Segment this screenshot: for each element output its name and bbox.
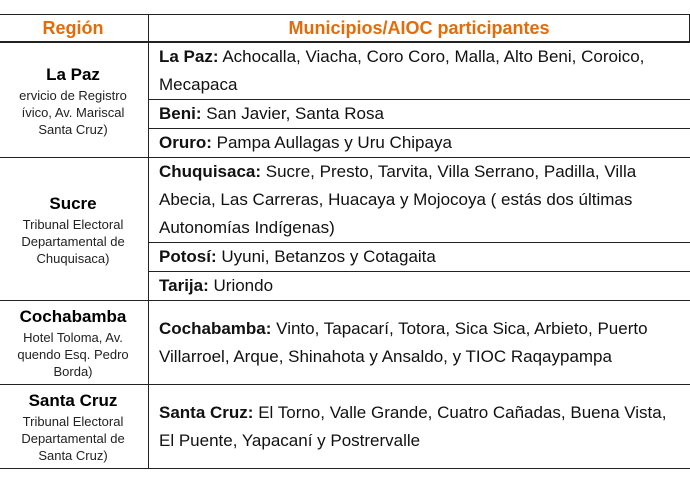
region-cell: Santa Cruz Tribunal Electoral Departamenta… [0, 384, 149, 469]
region-cell: Sucre Tribunal Electoral Departamental de C… [0, 157, 149, 301]
region-note: Borda) [53, 364, 93, 379]
department: Tarija: [159, 276, 209, 295]
table-row: La Paz ervicio de Registro ívico, Av. Mari… [0, 41, 690, 158]
region-cell: Cochabamba Hotel Toloma, Av. quendo Esq. P… [0, 300, 149, 385]
department: La Paz: [159, 47, 219, 66]
municipalities-cell: Chuquisaca: Sucre, Presto, Tarvita, Vill… [148, 157, 690, 243]
municipalities: Vinto, Tapacarí, Totora, Sica Sica, Arbi… [159, 318, 648, 366]
region-name: Sucre [49, 193, 97, 213]
municipalities: El Torno, Valle Grande, Cuatro Cañadas, … [159, 402, 667, 450]
department: Chuquisaca: [159, 162, 262, 181]
region-note: Santa Cruz) [38, 121, 108, 137]
department: Santa Cruz: [159, 402, 254, 422]
municipalities-cell: Tarija: Uriondo [148, 271, 690, 301]
municipalities: Sucre, Presto, Tarvita, Villa Serrano, P… [159, 162, 637, 237]
region-note: Tribunal Electoral [22, 216, 124, 232]
table-row: Santa Cruz Tribunal Electoral Departamenta… [0, 384, 690, 469]
region-note: Hotel Toloma, Av. [23, 330, 123, 345]
header-row: Región Municipios/AIOC participantes [0, 14, 690, 43]
region-note: Departamental de [21, 431, 125, 446]
region-note: ívico, Av. Mariscal [21, 104, 125, 120]
region-name: Santa Cruz [28, 391, 118, 410]
table-body: La Paz ervicio de Registro ívico, Av. Mari… [0, 41, 690, 469]
municipalities: Achocalla, Viacha, Coro Coro, Malla, Alt… [159, 47, 645, 94]
municipalities-cell: Oruro: Pampa Aullagas y Uru Chipaya [148, 128, 690, 158]
region-note: Tribunal Electoral [22, 414, 124, 429]
region-note: ervicio de Registro [19, 87, 127, 103]
department: Beni: [159, 104, 202, 123]
region-note: quendo Esq. Pedro [17, 347, 129, 362]
table-row: Tarija: Uriondo [0, 271, 690, 301]
region-cell: La Paz ervicio de Registro ívico, Av. Mari… [0, 41, 149, 158]
municipalities: Uyuni, Betanzos y Cotagaita [221, 247, 436, 266]
region-note: Santa Cruz) [38, 448, 108, 463]
region-name: Cochabamba [19, 307, 127, 326]
header-cell: Municipios/AIOC participantes [148, 14, 690, 43]
table: Región Municipios/AIOC participantes La … [0, 14, 690, 469]
region-note: Chuquisaca) [36, 250, 110, 266]
table-row: Sucre Tribunal Electoral Departamental de C… [0, 157, 690, 301]
municipalities-cell: Potosí: Uyuni, Betanzos y Cotagaita [148, 242, 690, 272]
header-cell: Región [0, 14, 149, 43]
region-name: La Paz [46, 64, 100, 84]
municipalities: San Javier, Santa Rosa [206, 104, 384, 123]
table-row: Oruro: Pampa Aullagas y Uru Chipaya [0, 128, 690, 158]
table-row: Beni: San Javier, Santa Rosa [0, 99, 690, 129]
region-note: Departamental de [21, 233, 125, 249]
municipalities-cell: Cochabamba: Vinto, Tapacarí, Totora, Sic… [148, 300, 690, 385]
municipalities: Pampa Aullagas y Uru Chipaya [216, 133, 452, 152]
department: Cochabamba: [159, 318, 272, 338]
department: Potosí: [159, 247, 217, 266]
municipalities: Uriondo [213, 276, 274, 295]
department: Oruro: [159, 133, 212, 152]
municipalities-cell: Santa Cruz: El Torno, Valle Grande, Cuat… [148, 384, 690, 469]
table-row: Cochabamba Hotel Toloma, Av. quendo Esq. P… [0, 300, 690, 385]
municipalities-cell: La Paz: Achocalla, Viacha, Coro Coro, Ma… [148, 41, 690, 100]
municipalities-cell: Beni: San Javier, Santa Rosa [148, 99, 690, 129]
